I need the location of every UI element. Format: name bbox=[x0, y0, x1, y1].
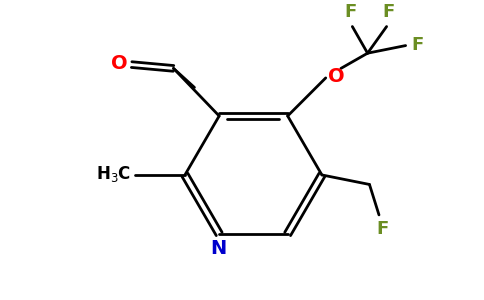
Text: F: F bbox=[411, 36, 424, 54]
Text: H$_3$C: H$_3$C bbox=[96, 164, 132, 184]
Text: F: F bbox=[344, 3, 357, 21]
Text: F: F bbox=[377, 220, 389, 238]
Text: N: N bbox=[210, 239, 227, 258]
Text: O: O bbox=[328, 67, 344, 85]
Text: F: F bbox=[382, 3, 394, 21]
Text: O: O bbox=[111, 54, 128, 73]
